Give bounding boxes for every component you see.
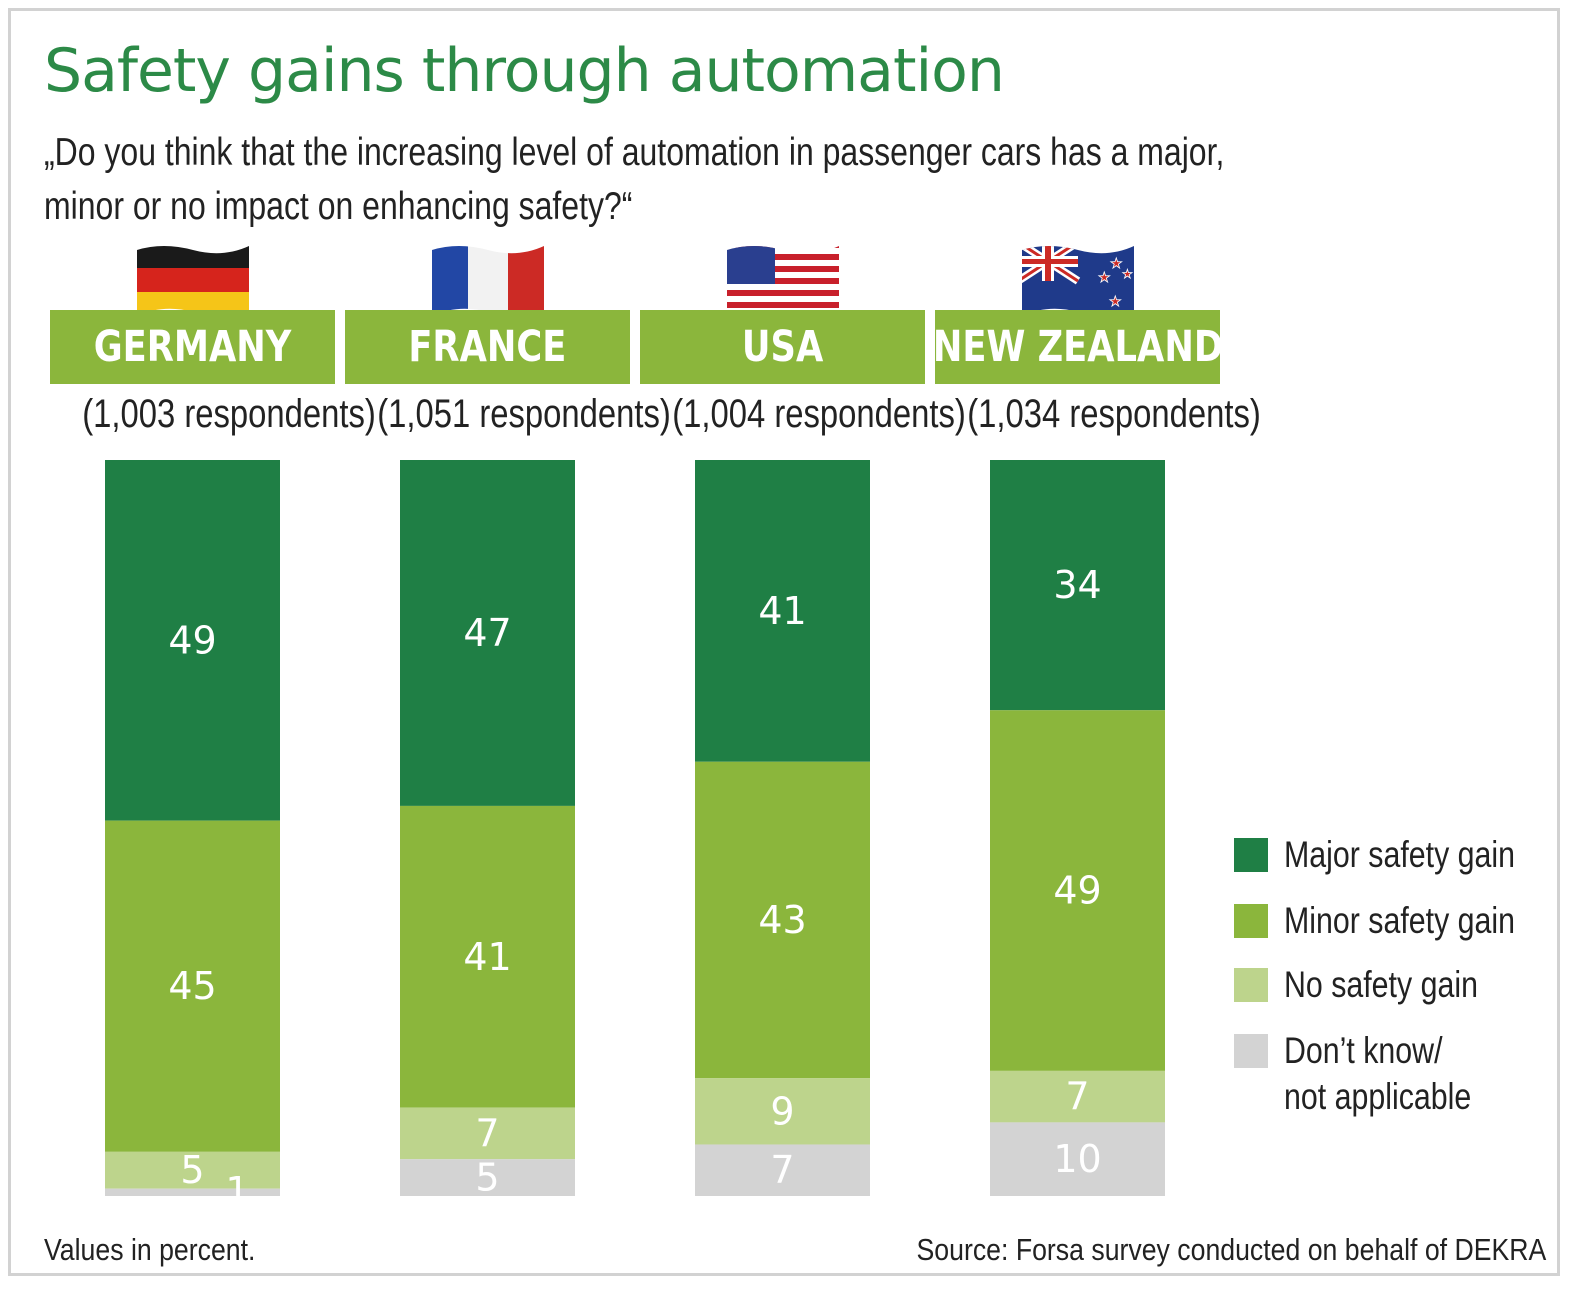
respondents-germany: (1,003 respondents): [82, 392, 376, 436]
value-label-usa-minor-safety-gain: 43: [758, 898, 806, 942]
country-header-usa: USA: [640, 310, 925, 384]
legend-swatch-minor: [1234, 904, 1268, 938]
value-label-new-zealand-minor-safety-gain: 49: [1053, 869, 1101, 913]
new-zealand-flag-icon: ★ ★ ★ ★: [1022, 246, 1134, 316]
svg-text:★: ★: [1109, 294, 1122, 310]
country-header-new-zealand: NEW ZEALAND: [932, 310, 1223, 384]
legend-label-major: Major safety gain: [1284, 834, 1516, 875]
france-flag-icon: [432, 246, 544, 316]
svg-text:★: ★: [1110, 256, 1123, 272]
value-label-new-zealand-don-t-know-not-applicable: 10: [1053, 1137, 1101, 1181]
bar-germany-major-safety-gain: [105, 460, 280, 821]
chart-title: Safety gains through automation: [44, 36, 1005, 106]
bar-germany-don-t-know-not-applicable: [105, 1188, 280, 1196]
source-note: Source: Forsa survey conducted on behalf…: [916, 1232, 1546, 1267]
bar-usa-don-t-know-not-applicable: [695, 1144, 870, 1196]
bar-france-don-t-know-not-applicable: [400, 1159, 575, 1196]
bar-new-zealand-no-safety-gain: [990, 1070, 1165, 1123]
legend-label-dont-know: Don’t know/ not applicable: [1284, 1028, 1471, 1120]
legend-swatch-none: [1234, 968, 1268, 1002]
value-label-usa-no-safety-gain: 9: [770, 1089, 794, 1133]
value-label-germany-don-t-know-not-applicable: 1: [225, 1169, 249, 1213]
legend-swatch-dont-know: [1234, 1034, 1268, 1068]
value-label-usa-major-safety-gain: 41: [758, 589, 806, 633]
bar-new-zealand-major-safety-gain: [990, 460, 1165, 711]
chart-subtitle: „Do you think that the increasing level …: [44, 126, 1225, 234]
value-label-usa-don-t-know-not-applicable: 7: [770, 1148, 794, 1192]
svg-text:★: ★: [1098, 270, 1111, 286]
value-label-france-no-safety-gain: 7: [475, 1111, 499, 1155]
value-label-germany-major-safety-gain: 49: [168, 618, 216, 662]
legend-label-none: No safety gain: [1284, 964, 1478, 1005]
value-label-france-minor-safety-gain: 41: [463, 935, 511, 979]
bar-usa-minor-safety-gain: [695, 761, 870, 1079]
bar-germany-no-safety-gain: [105, 1151, 280, 1189]
chart-frame: [8, 8, 1560, 1276]
bar-germany-minor-safety-gain: [105, 820, 280, 1152]
bar-france-no-safety-gain: [400, 1107, 575, 1160]
value-label-new-zealand-major-safety-gain: 34: [1053, 563, 1101, 607]
value-label-france-don-t-know-not-applicable: 5: [475, 1156, 499, 1200]
bar-france-minor-safety-gain: [400, 805, 575, 1108]
country-header-germany: GERMANY: [50, 310, 335, 384]
respondents-france: (1,051 respondents): [377, 392, 671, 436]
legend-label-dont-know-line2: not applicable: [1284, 1076, 1472, 1117]
respondents-usa: (1,004 respondents): [672, 392, 966, 436]
respondents-new-zealand: (1,034 respondents): [967, 392, 1261, 436]
subtitle-line-1: „Do you think that the increasing level …: [44, 131, 1225, 174]
svg-text:★: ★: [1122, 267, 1133, 281]
bar-new-zealand-minor-safety-gain: [990, 710, 1165, 1071]
bar-new-zealand-don-t-know-not-applicable: [990, 1122, 1165, 1196]
value-label-new-zealand-no-safety-gain: 7: [1065, 1075, 1089, 1119]
bar-france-major-safety-gain: [400, 460, 575, 806]
country-header-france: FRANCE: [345, 310, 630, 384]
subtitle-line-2: minor or no impact on enhancing safety?“: [44, 185, 633, 228]
legend-swatch-major: [1234, 838, 1268, 872]
value-label-france-major-safety-gain: 47: [463, 611, 511, 655]
bar-usa-no-safety-gain: [695, 1078, 870, 1145]
legend-label-minor: Minor safety gain: [1284, 900, 1516, 941]
footnote: Values in percent.: [44, 1232, 256, 1267]
value-label-germany-minor-safety-gain: 45: [168, 964, 216, 1008]
bar-usa-major-safety-gain: [695, 460, 870, 762]
value-label-germany-no-safety-gain: 5: [180, 1148, 204, 1192]
legend-label-dont-know-line1: Don’t know/: [1284, 1030, 1443, 1071]
